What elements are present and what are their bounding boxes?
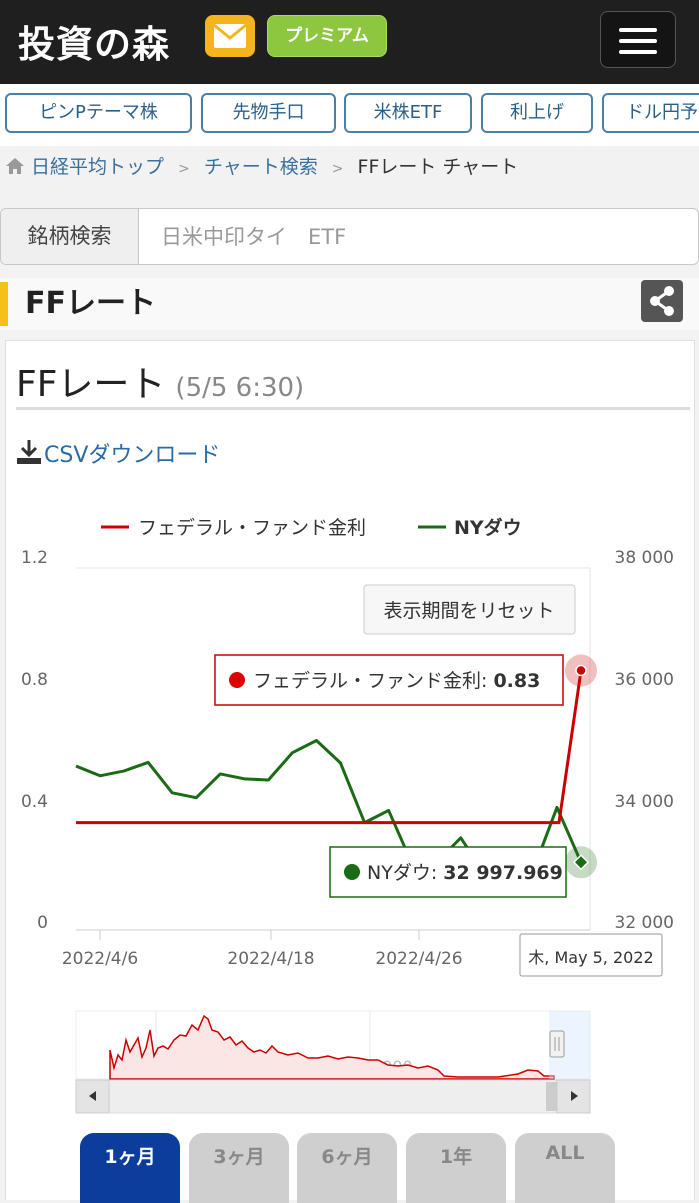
- navigator-series-area: [109, 1014, 555, 1080]
- tab-all[interactable]: ALL: [515, 1133, 615, 1203]
- tooltip-date-label: 木, May 5, 2022: [528, 948, 653, 967]
- tooltip-ff-marker: [229, 672, 245, 688]
- tag-us-etf[interactable]: 米株ETF: [344, 93, 472, 133]
- breadcrumb: 日経平均トップ > チャート検索 > FFレート チャート: [5, 152, 518, 182]
- csv-download-label[interactable]: CSVダウンロード: [44, 443, 221, 468]
- tooltip-ff-value: 0.83: [493, 670, 540, 692]
- navigator-handle[interactable]: [549, 1030, 565, 1058]
- share-icon: [650, 286, 674, 316]
- home-icon: [6, 158, 24, 174]
- mail-icon: [213, 23, 247, 48]
- tooltip-dow-label: NYダウ:: [367, 862, 443, 884]
- reset-zoom-button[interactable]: 表示期間をリセット: [363, 584, 576, 635]
- y-left-tick-1.2: 1.2: [21, 548, 48, 568]
- range-scrollbar[interactable]: [75, 1079, 591, 1114]
- chevron-right-icon: >: [331, 161, 344, 177]
- breadcrumb-chart-search[interactable]: チャート検索: [203, 156, 318, 178]
- search-label: 銘柄検索: [1, 209, 139, 264]
- download-icon: [17, 440, 41, 464]
- chart-area: フェデラル・ファンド金利 NYダウ 1.2 0.8 0.4 0 38 000 3…: [8, 470, 692, 1130]
- csv-download-link[interactable]: CSVダウンロード: [16, 437, 220, 469]
- site-logo[interactable]: 投資の森: [18, 22, 170, 66]
- share-button[interactable]: [641, 280, 683, 322]
- scroll-thumb[interactable]: [546, 1082, 558, 1111]
- svg-text:NYダウ: 32 997.969: NYダウ: 32 997.969: [367, 862, 563, 884]
- tag-theme-stock[interactable]: ピンPテーマ株: [5, 93, 192, 133]
- tag-usdjpy[interactable]: ドル円予: [602, 93, 699, 133]
- chart-timestamp: (5/5 6:30): [175, 373, 305, 403]
- dow-hover-point: [572, 854, 590, 871]
- y-right-tick-36000: 36 000: [615, 670, 674, 690]
- chart-svg: フェデラル・ファンド金利 NYダウ 1.2 0.8 0.4 0 38 000 3…: [8, 470, 692, 1130]
- x-tick-0406: 2022/4/6: [62, 949, 138, 969]
- chart-title-text: FFレート: [16, 364, 166, 405]
- premium-button[interactable]: プレミアム: [267, 15, 387, 57]
- x-tick-0426: 2022/4/26: [375, 949, 462, 969]
- series-line-ff-rate: [76, 670, 583, 825]
- chevron-right-icon: >: [178, 161, 190, 177]
- mail-button[interactable]: [205, 15, 255, 57]
- tag-bar: ピンPテーマ株 先物手口 米株ETF 利上げ ドル円予: [0, 84, 699, 146]
- tooltip-ff-rate: フェデラル・ファンド金利: 0.83: [214, 654, 564, 706]
- y-right-tick-38000: 38 000: [615, 548, 674, 568]
- chart-title: FFレート (5/5 6:30): [16, 355, 304, 407]
- tooltip-dow-marker: [344, 864, 360, 880]
- breadcrumb-current: FFレート チャート: [357, 156, 519, 178]
- breadcrumb-home[interactable]: 日経平均トップ: [31, 156, 165, 178]
- section-title: FFレート: [25, 286, 156, 321]
- tab-1month[interactable]: 1ヶ月: [80, 1133, 180, 1203]
- stock-search: 銘柄検索: [0, 208, 699, 265]
- tab-6months[interactable]: 6ヶ月: [297, 1133, 397, 1203]
- reset-zoom-label[interactable]: 表示期間をリセット: [383, 600, 554, 622]
- tooltip-ff-label: フェデラル・ファンド金利:: [253, 670, 493, 692]
- arrow-left-icon: [89, 1091, 96, 1101]
- title-divider: [16, 407, 690, 410]
- tab-3months[interactable]: 3ヶ月: [189, 1133, 289, 1203]
- y-left-tick-0.4: 0.4: [21, 792, 48, 812]
- legend-label-dow[interactable]: NYダウ: [454, 516, 522, 539]
- y-left-tick-0.8: 0.8: [21, 670, 48, 690]
- tooltip-date: 木, May 5, 2022: [519, 933, 663, 977]
- period-tabs: 1ヶ月 3ヶ月 6ヶ月 1年 ALL: [0, 1133, 699, 1203]
- tab-1year[interactable]: 1年: [406, 1133, 506, 1203]
- site-header: 投資の森 プレミアム: [0, 0, 699, 84]
- menu-button[interactable]: [600, 11, 676, 68]
- tag-futures[interactable]: 先物手口: [201, 93, 336, 133]
- section-header: FFレート: [0, 278, 699, 330]
- search-input[interactable]: [141, 209, 697, 264]
- y-right-tick-34000: 34 000: [615, 792, 674, 812]
- hover-layer: [565, 654, 597, 879]
- tooltip-dow-value: 32 997.969: [443, 862, 563, 884]
- x-tick-0418: 2022/4/18: [227, 949, 314, 969]
- hamburger-icon: [619, 28, 657, 32]
- section-accent: [0, 282, 8, 326]
- y-right-tick-32000: 32 000: [615, 913, 674, 933]
- tag-rate-hike[interactable]: 利上げ: [481, 93, 593, 133]
- y-left-tick-0: 0: [37, 913, 48, 933]
- arrow-right-icon: [571, 1091, 578, 1101]
- ff-hover-point: [575, 664, 587, 677]
- tooltip-nydow: NYダウ: 32 997.969: [329, 846, 567, 898]
- legend-label-ff[interactable]: フェデラル・ファンド金利: [138, 517, 366, 539]
- svg-text:フェデラル・ファンド金利: 0.83: フェデラル・ファンド金利: 0.83: [253, 670, 540, 692]
